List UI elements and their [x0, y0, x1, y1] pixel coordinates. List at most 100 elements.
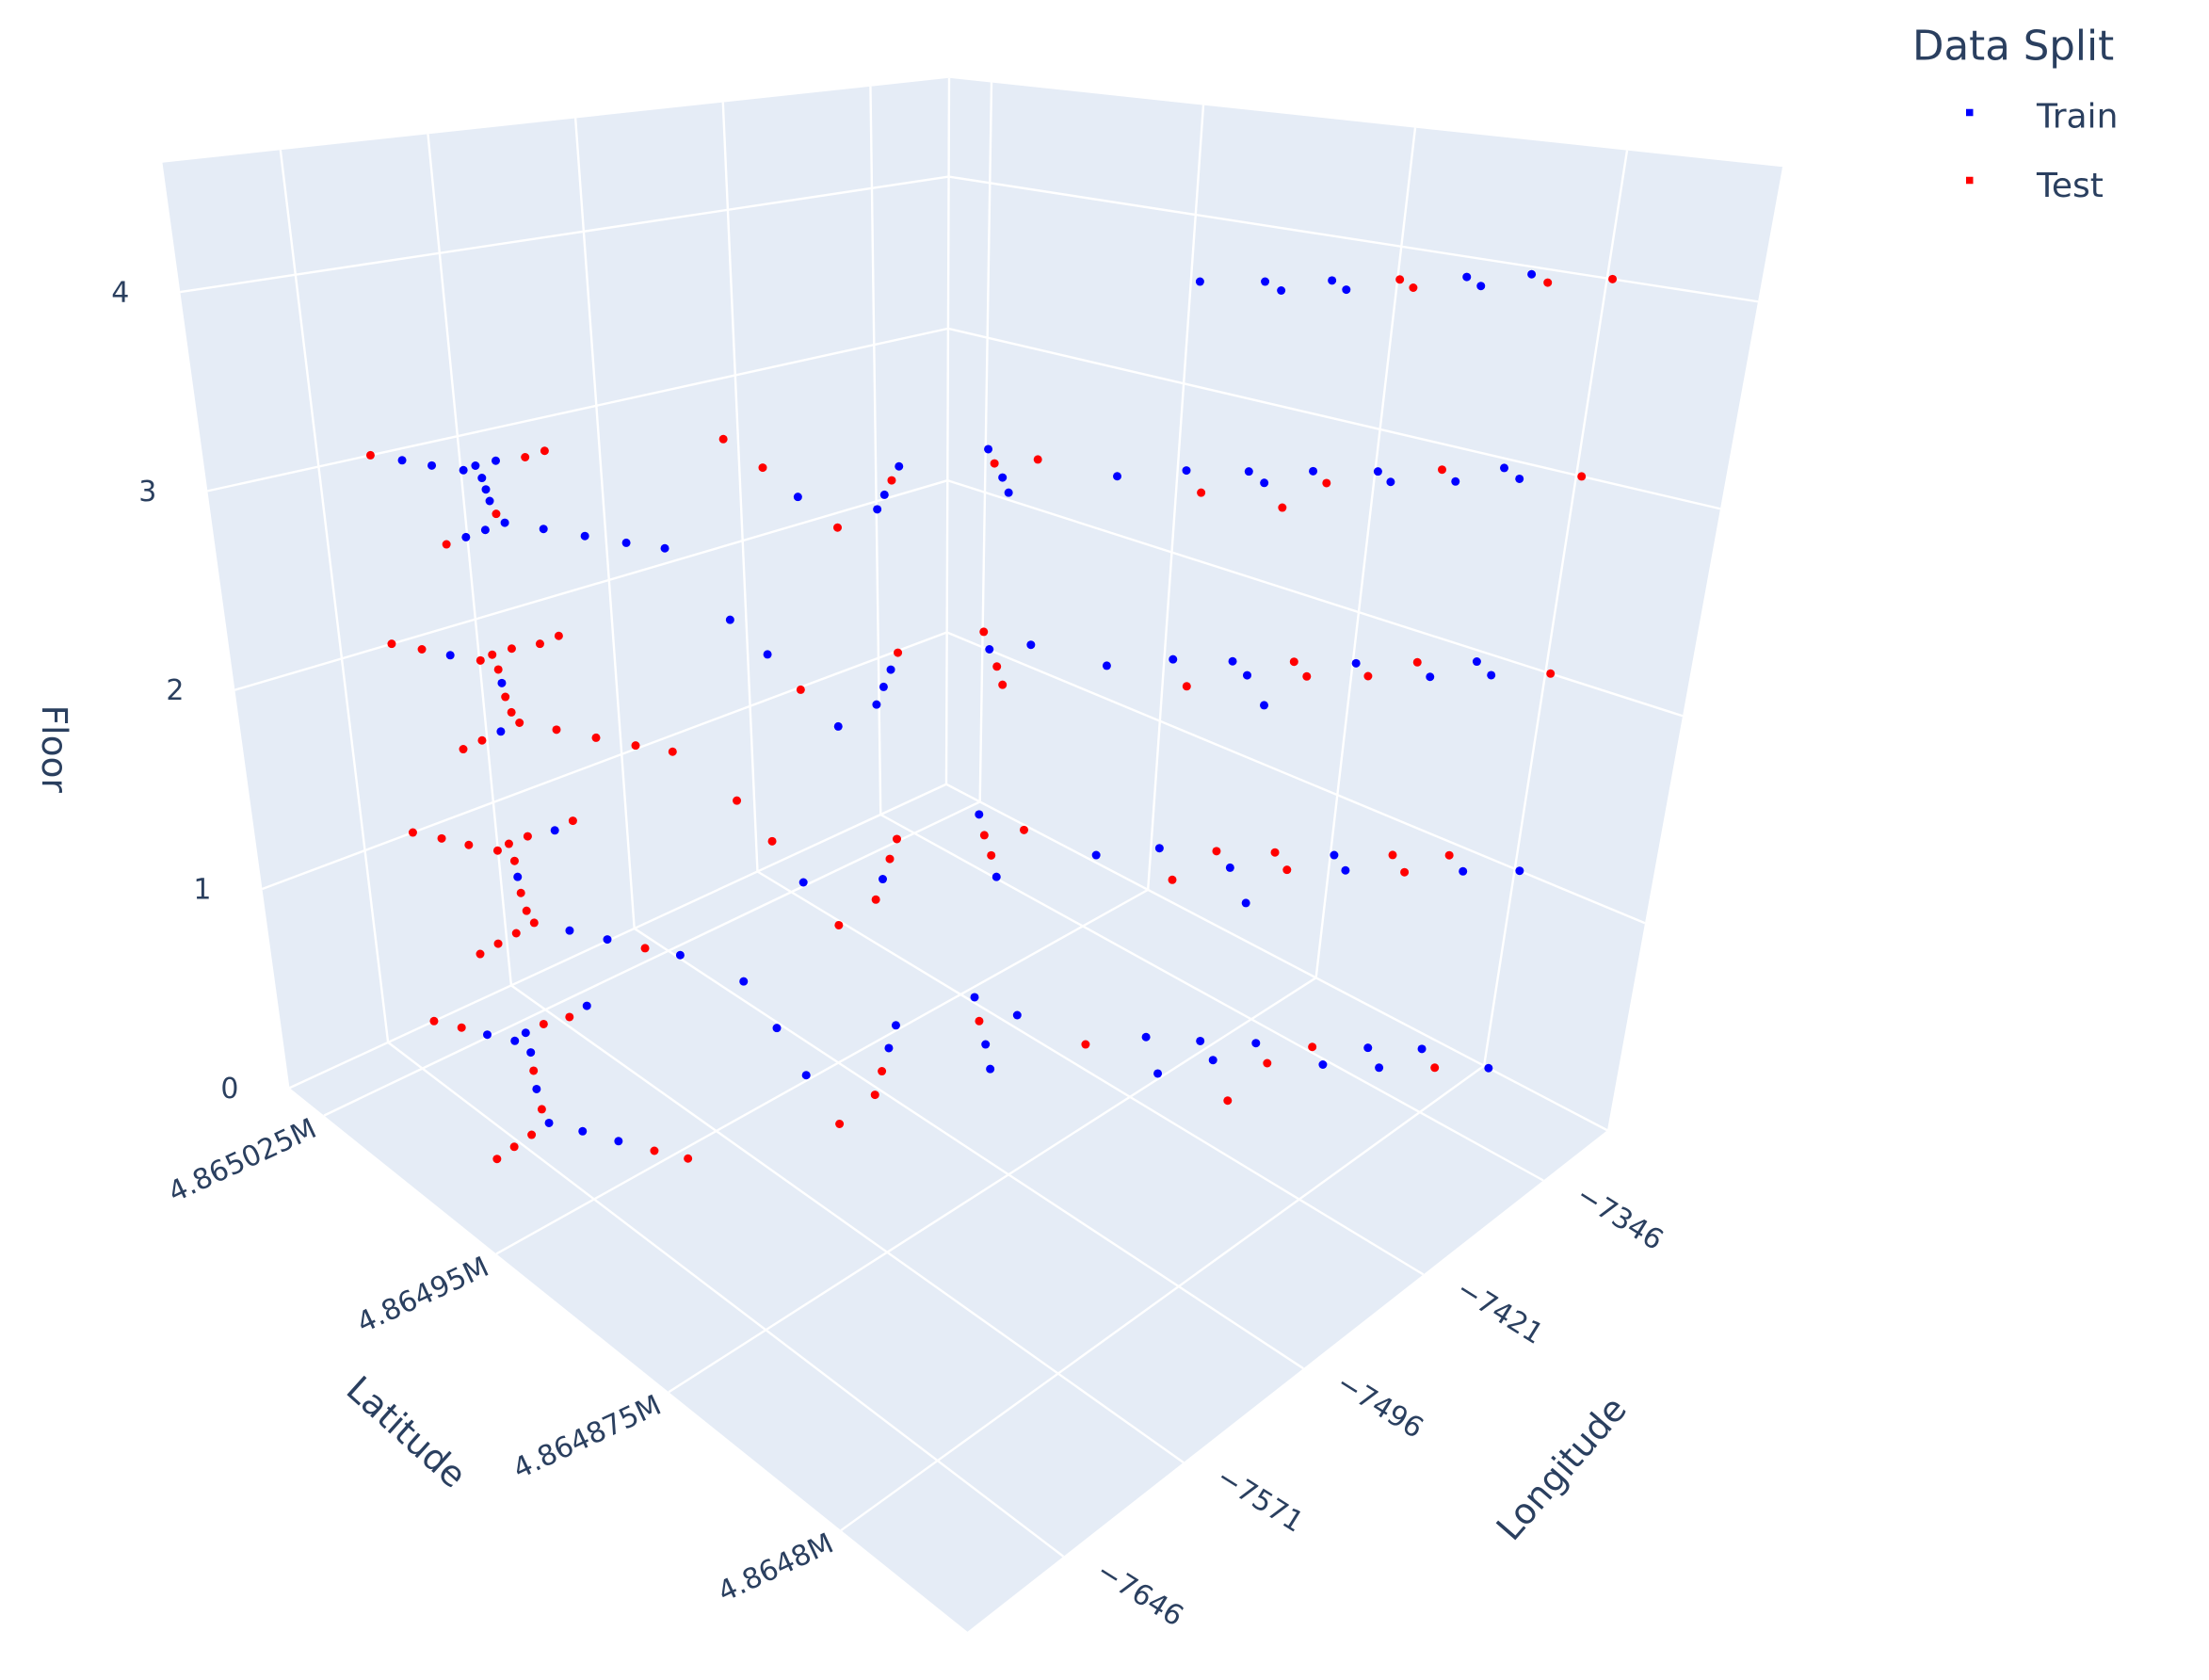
train-point	[1487, 670, 1496, 680]
x-gridline	[427, 134, 513, 986]
scene-gridlines	[180, 77, 1759, 1558]
test-point	[527, 1130, 537, 1139]
z-gridline	[948, 175, 1759, 303]
x-tick-label: −7421	[1450, 1272, 1549, 1350]
train-point	[1330, 850, 1339, 860]
test-marker-icon	[1966, 176, 1974, 185]
train-point	[483, 1030, 492, 1040]
train-point	[500, 518, 509, 527]
z-gridline	[262, 631, 948, 891]
train-point	[873, 505, 882, 514]
train-point	[1472, 657, 1481, 667]
train-point	[496, 727, 506, 736]
test-point	[1223, 1096, 1233, 1106]
z-tick-label: 4	[111, 277, 129, 310]
test-point	[565, 1012, 574, 1022]
train-point	[1169, 654, 1178, 664]
train-point	[1342, 285, 1351, 295]
train-point	[1500, 463, 1508, 473]
test-point	[887, 476, 896, 485]
train-point	[879, 682, 888, 691]
train-point	[1012, 1010, 1022, 1020]
test-point	[1409, 283, 1418, 292]
y-tick-label: 4.864875M	[508, 1389, 667, 1486]
train-point	[397, 456, 407, 465]
y-tick-label: 4.865025M	[164, 1112, 322, 1209]
train-point	[1527, 269, 1537, 279]
train-point	[1195, 277, 1204, 286]
test-point	[515, 719, 524, 727]
train-point	[1386, 477, 1395, 487]
test-point	[1212, 847, 1221, 856]
test-point	[1289, 657, 1298, 667]
right-wall-pane	[946, 77, 1782, 1131]
train-point	[725, 615, 734, 624]
test-point	[488, 650, 497, 659]
test-point	[477, 735, 487, 745]
test-point	[979, 627, 989, 637]
test-point	[552, 725, 561, 735]
train-point	[1484, 1063, 1493, 1073]
train-point	[1426, 672, 1435, 682]
test-point	[894, 648, 903, 657]
test-point	[987, 850, 996, 860]
test-point	[1430, 1063, 1440, 1073]
x-gridline	[634, 927, 1304, 1370]
train-point	[981, 1040, 991, 1049]
test-point	[429, 1016, 439, 1026]
test-point	[522, 906, 531, 915]
train-point	[998, 473, 1008, 482]
train-point	[480, 525, 490, 535]
z-tick-label: 1	[193, 873, 211, 906]
train-point	[985, 645, 994, 654]
legend-item-test[interactable]: Test	[1966, 167, 2104, 205]
train-point	[1208, 1056, 1217, 1065]
test-point	[509, 1142, 519, 1152]
train-point	[603, 935, 612, 945]
test-point	[591, 733, 601, 742]
test-point	[975, 1016, 984, 1026]
x-tick-label: −7571	[1211, 1461, 1310, 1539]
train-point	[884, 1043, 894, 1053]
test-point	[990, 459, 999, 468]
train-point	[1462, 272, 1472, 282]
train-point	[1351, 658, 1361, 668]
test-point	[893, 834, 901, 844]
test-point	[870, 1090, 879, 1100]
train-point	[513, 872, 523, 881]
scene-panes	[162, 77, 1782, 1632]
train-point	[984, 444, 993, 454]
train-point	[975, 810, 984, 819]
x-gridline	[279, 150, 390, 1043]
y-gridline	[1146, 105, 1205, 890]
test-point	[537, 1105, 546, 1114]
train-point	[879, 875, 887, 884]
train-point	[1373, 467, 1382, 477]
train-point	[1026, 640, 1036, 650]
test-point	[529, 1066, 539, 1075]
z-tick-label: 2	[166, 674, 184, 707]
z-gridline	[234, 479, 948, 691]
train-point	[801, 1071, 811, 1080]
train-point	[986, 1064, 995, 1074]
test-point	[568, 816, 577, 826]
test-point	[1400, 867, 1410, 877]
test-point	[878, 1067, 887, 1076]
legend-label-train: Train	[2036, 97, 2118, 136]
legend-item-train[interactable]: Train	[1966, 97, 2118, 136]
legend-label-test: Test	[2036, 167, 2104, 205]
train-point	[427, 460, 437, 470]
test-point	[1081, 1040, 1090, 1049]
train-point	[526, 1048, 536, 1058]
y-gridline	[1314, 127, 1417, 978]
y-gridline	[978, 82, 993, 802]
train-point	[539, 525, 548, 534]
train-point	[1459, 866, 1468, 876]
test-point	[1322, 478, 1331, 488]
test-point	[871, 895, 880, 904]
test-point	[992, 662, 1002, 671]
test-point	[885, 854, 895, 864]
train-point	[485, 496, 494, 506]
train-point	[1451, 477, 1460, 486]
